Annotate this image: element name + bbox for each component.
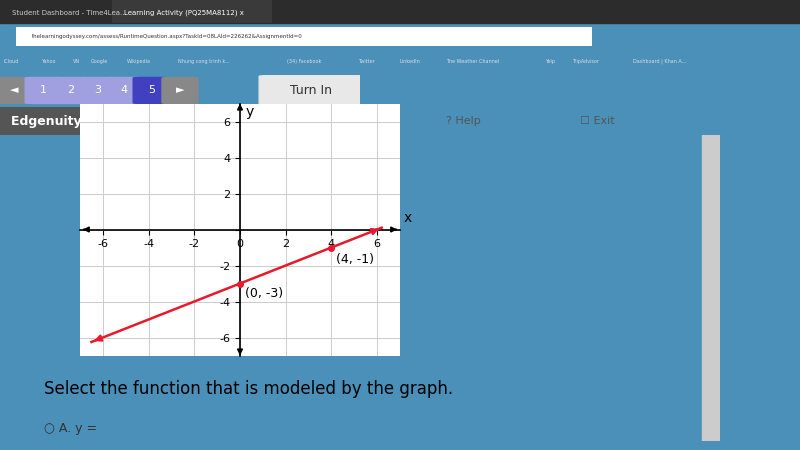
Text: Dashboard | Khan A...: Dashboard | Khan A... [633, 59, 686, 64]
Text: Edgenuity Quiz: Edgenuity Quiz [11, 115, 117, 127]
FancyBboxPatch shape [52, 77, 88, 104]
Text: ○ A. y =: ○ A. y = [44, 422, 98, 435]
FancyBboxPatch shape [25, 77, 61, 104]
FancyBboxPatch shape [162, 77, 198, 104]
Bar [0, 0, 800, 22]
Text: Turn In: Turn In [290, 84, 333, 97]
FancyBboxPatch shape [79, 77, 115, 104]
Text: The Weather Channel: The Weather Channel [446, 59, 498, 64]
Bar [16, 27, 592, 46]
Text: Yahoo: Yahoo [41, 59, 55, 64]
FancyBboxPatch shape [259, 76, 363, 105]
Text: Nhung cong trinh k...: Nhung cong trinh k... [178, 59, 230, 64]
Text: ☐ Exit: ☐ Exit [580, 116, 615, 126]
Text: (34) Facebook: (34) Facebook [287, 59, 322, 64]
Text: Learning Activity (PQ25MA8112) x: Learning Activity (PQ25MA8112) x [124, 9, 244, 16]
Text: 3: 3 [94, 86, 101, 95]
Text: Twitter: Twitter [358, 59, 374, 64]
Text: 5: 5 [148, 86, 154, 95]
Text: ? Help: ? Help [446, 116, 481, 126]
Text: Select the function that is modeled by the graph.: Select the function that is modeled by t… [44, 380, 454, 398]
Text: 4: 4 [121, 86, 128, 95]
Text: VN: VN [73, 59, 80, 64]
Text: (4, -1): (4, -1) [336, 253, 374, 266]
FancyBboxPatch shape [133, 77, 170, 104]
Text: x: x [403, 211, 412, 225]
FancyBboxPatch shape [106, 77, 142, 104]
Bar [702, 135, 720, 441]
Text: Wikipedia: Wikipedia [127, 59, 151, 64]
Text: (0, -3): (0, -3) [245, 287, 282, 300]
Text: TripAdvisor: TripAdvisor [572, 59, 599, 64]
Text: y: y [246, 105, 254, 119]
Text: 1: 1 [40, 86, 46, 95]
Text: LinkedIn: LinkedIn [399, 59, 420, 64]
Text: Google: Google [90, 59, 108, 64]
Text: iCloud: iCloud [4, 59, 19, 64]
Bar [112, 0, 272, 22]
FancyBboxPatch shape [0, 77, 33, 104]
Text: Yelp: Yelp [545, 59, 554, 64]
Bar [0, 107, 201, 135]
Text: 2: 2 [66, 86, 74, 95]
Text: ◄: ◄ [10, 86, 18, 95]
Text: ►: ► [176, 86, 184, 95]
Text: thelearningodyssey.com/assess/RuntimeQuestion.aspx?TaskId=08LAId=226262&Assignme: thelearningodyssey.com/assess/RuntimeQue… [32, 34, 302, 39]
Text: Student Dashboard - Time4Lea...: Student Dashboard - Time4Lea... [12, 9, 126, 16]
